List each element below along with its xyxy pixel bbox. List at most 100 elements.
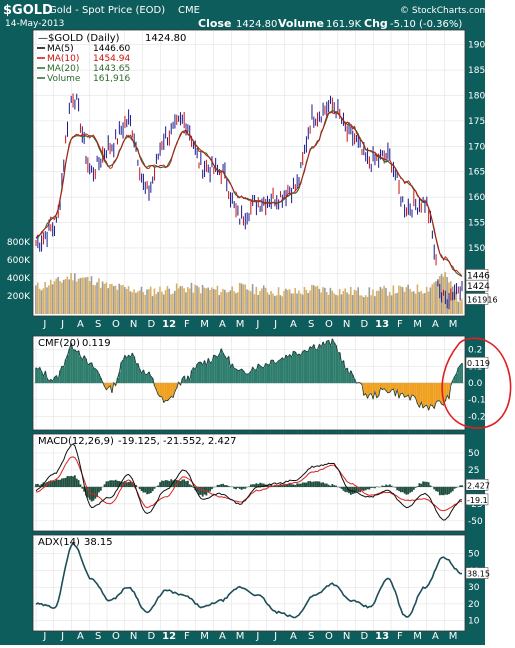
cmf-bar — [457, 367, 460, 384]
macd-hist-bar — [107, 481, 110, 488]
cmf-bar — [442, 383, 445, 406]
close-value: 1424.80 — [236, 19, 277, 30]
volume-bar — [266, 292, 269, 314]
cmf-bar — [401, 383, 404, 394]
volume-bar — [268, 294, 271, 314]
month-label-bottom: O — [112, 631, 120, 642]
volume-bar — [99, 287, 102, 314]
cmf-bar — [248, 373, 250, 384]
cmf-bar — [175, 383, 178, 389]
cmf-bar — [73, 349, 76, 384]
volume-bar — [79, 278, 82, 314]
cmf-bar — [64, 359, 67, 384]
volume-bar — [62, 279, 65, 314]
macd-hist-bar — [316, 481, 319, 488]
volume-bar — [409, 288, 411, 314]
cmf-bar — [129, 357, 132, 384]
macd-hist-bar — [312, 481, 315, 488]
volume-bar — [335, 294, 337, 314]
volume-bar — [414, 293, 417, 314]
volume-bar — [135, 292, 137, 314]
cmf-bar — [325, 341, 328, 384]
volume-bar — [381, 288, 384, 314]
volume-bar — [66, 276, 69, 314]
macd-hist-bar — [311, 481, 313, 488]
macd-hist-bar — [112, 480, 115, 488]
macd-hist-bar — [157, 485, 160, 488]
volume-bar — [396, 292, 398, 314]
macd-hist-bar — [322, 482, 324, 488]
signal-line — [36, 456, 463, 512]
cmf-bar — [118, 372, 121, 384]
volume-bar — [140, 286, 143, 314]
macd-hist-bar — [288, 483, 291, 488]
cmf-bar — [275, 362, 278, 384]
volume-bar — [416, 284, 419, 314]
volume-bar — [433, 282, 435, 314]
volume-bar — [190, 282, 193, 314]
month-label-bottom: M — [413, 631, 422, 642]
macd-tick-label: 50 — [468, 449, 480, 459]
cmf-bar — [231, 364, 234, 384]
macd-hist-bar — [166, 480, 169, 488]
volume-bar — [327, 294, 330, 314]
volume-bar — [383, 285, 385, 314]
cmf-last-label: 0.119 — [465, 356, 490, 369]
volume-bar — [318, 288, 321, 314]
volume-bar — [364, 295, 367, 314]
volume-bar — [337, 295, 339, 314]
volume-bar — [431, 284, 434, 314]
cmf-bar — [303, 350, 306, 384]
legend-value: 1454.94 — [93, 54, 130, 64]
month-label: F — [397, 319, 403, 330]
volume-bar — [209, 289, 211, 314]
volume-bar — [55, 278, 58, 314]
macd-hist-bar — [362, 486, 365, 491]
copyright: © StockCharts.com — [400, 6, 488, 16]
macd-hist-bar — [109, 480, 111, 488]
macd-hist-bar — [329, 485, 332, 488]
macd-hist-bar — [420, 483, 423, 488]
month-label-bottom: J — [42, 631, 46, 642]
month-label: S — [95, 319, 101, 330]
macd-hist-bar — [277, 485, 280, 488]
macd-hist-bar — [174, 479, 176, 488]
volume-bar — [285, 288, 287, 314]
price-tick-label: 175 — [468, 117, 485, 127]
macd-hist-bar — [355, 486, 358, 492]
macd-hist-bar — [172, 480, 174, 488]
volume-bar — [311, 284, 313, 314]
cmf-bar — [90, 362, 93, 384]
volume-bar — [205, 288, 208, 314]
volume-bar — [425, 286, 428, 314]
volume-bar — [203, 287, 206, 314]
cmf-bar — [324, 345, 326, 384]
cmf-bar — [246, 374, 249, 384]
volume-bar — [338, 289, 341, 314]
price-tick-label: 170 — [468, 142, 485, 152]
volume-bar — [257, 294, 259, 314]
month-label-bottom: D — [361, 631, 369, 642]
volume-bar — [168, 288, 171, 314]
macd-hist-bar — [299, 483, 302, 488]
macd-hist-bar — [133, 483, 136, 488]
cmf-bar — [233, 368, 236, 384]
volume-bar — [242, 284, 245, 314]
volume-bar — [183, 288, 185, 314]
volume-bar — [294, 288, 297, 314]
cmf-bar — [77, 350, 80, 384]
volume-bar — [68, 279, 71, 314]
volume-bar — [131, 292, 134, 314]
volume-bar — [387, 295, 389, 314]
volume-bar — [212, 288, 215, 314]
month-label: A — [290, 319, 297, 330]
cmf-bar — [333, 342, 336, 384]
volume-bar — [64, 279, 67, 314]
cmf-bar — [281, 357, 284, 384]
macd-hist-bar — [368, 486, 371, 490]
cmf-bar — [344, 369, 347, 384]
cmf-bar — [166, 383, 169, 401]
month-label-bottom: J — [273, 631, 277, 642]
month-label: M — [449, 319, 458, 330]
macd-hist-bar — [192, 486, 195, 488]
